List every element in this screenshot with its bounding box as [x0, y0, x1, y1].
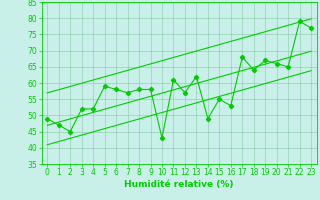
- X-axis label: Humidité relative (%): Humidité relative (%): [124, 180, 234, 189]
